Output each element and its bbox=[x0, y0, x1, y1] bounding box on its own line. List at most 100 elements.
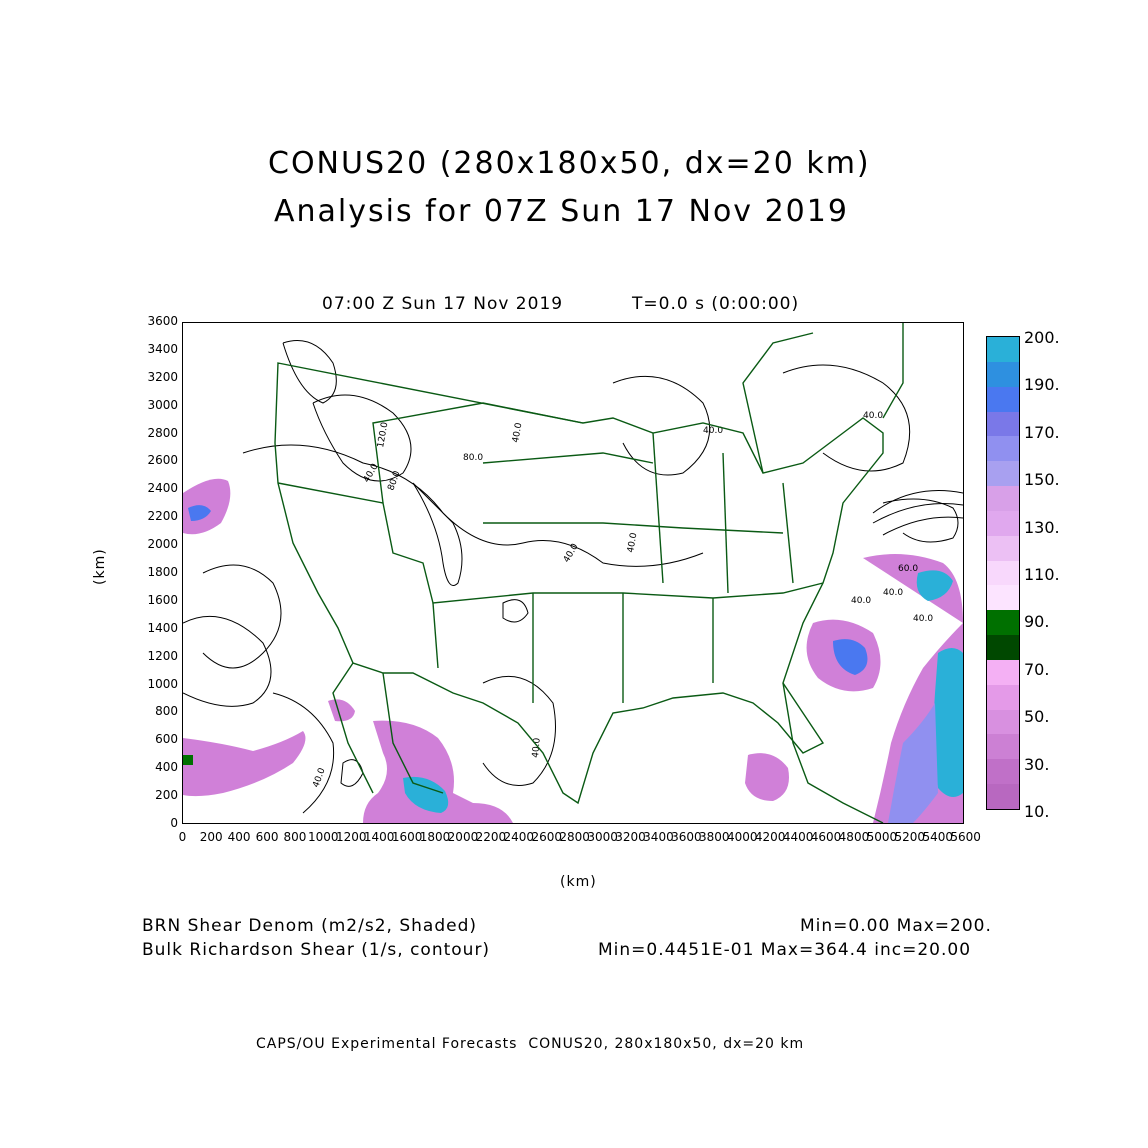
main-title-line1: CONUS20 (280x180x50, dx=20 km) bbox=[268, 146, 871, 181]
colorbar-swatch bbox=[987, 535, 1019, 562]
colorbar-swatch bbox=[987, 361, 1019, 388]
y-tick-label: 2200 bbox=[147, 509, 178, 524]
shaded-atlantic-core-1 bbox=[916, 570, 953, 601]
x-tick-label: 400 bbox=[227, 830, 251, 844]
colorbar-label: 70. bbox=[1024, 659, 1050, 679]
shaded-atlantic-core-2 bbox=[833, 639, 868, 675]
shaded-blob-pacific-north bbox=[183, 478, 231, 535]
y-tick-label: 1400 bbox=[147, 620, 178, 635]
shaded-green-spot bbox=[183, 755, 193, 765]
shaded-gulf bbox=[745, 753, 789, 801]
colorbar-swatch bbox=[987, 560, 1019, 586]
y-tick-label: 1000 bbox=[147, 676, 178, 691]
colorbar-swatch bbox=[987, 386, 1019, 412]
y-tick-label: 200 bbox=[155, 788, 178, 803]
y-tick-label: 2400 bbox=[147, 481, 178, 496]
x-tick-label: 1200 bbox=[335, 830, 367, 844]
shaded-mexico-1 bbox=[328, 699, 355, 722]
colorbar-swatch bbox=[987, 734, 1019, 760]
x-tick-label: 0 bbox=[178, 830, 187, 844]
contour-label: 40.0 bbox=[863, 411, 883, 421]
y-tick-label: 1600 bbox=[147, 592, 178, 607]
x-tick-label: 2800 bbox=[559, 830, 590, 844]
x-tick-label: 4600 bbox=[810, 830, 842, 844]
x-tick-label: 2000 bbox=[447, 830, 479, 844]
x-tick-label: 5000 bbox=[866, 830, 898, 844]
colorbar-label: 170. bbox=[1024, 422, 1060, 442]
y-axis-unit: (km) bbox=[92, 548, 108, 585]
colorbar-swatch bbox=[987, 411, 1019, 437]
legend-shaded-range: Min=0.00 Max=200. bbox=[800, 916, 992, 936]
contour-label: 40.0 bbox=[851, 596, 871, 606]
contour-label: 40.0 bbox=[703, 426, 723, 436]
legend-contour-name: Bulk Richardson Shear (1/s, contour) bbox=[142, 940, 491, 960]
x-tick-label: 5600 bbox=[950, 830, 981, 844]
colorbar-swatch bbox=[987, 461, 1019, 487]
contour-label: 120.0 bbox=[376, 421, 390, 448]
legend-contour-range: Min=0.4451E-01 Max=364.4 inc=20.00 bbox=[598, 940, 972, 960]
y-tick-label: 3600 bbox=[147, 314, 178, 328]
shaded-atlantic-mid bbox=[888, 703, 938, 823]
x-tick-label: 1400 bbox=[363, 830, 395, 844]
colorbar-swatch bbox=[987, 337, 1019, 363]
x-tick-label: 1800 bbox=[419, 830, 451, 844]
colorbar-swatch bbox=[987, 436, 1019, 462]
x-tick-label: 4800 bbox=[838, 830, 870, 844]
y-tick-label: 400 bbox=[155, 760, 178, 775]
colorbar-label: 110. bbox=[1024, 565, 1060, 584]
x-tick-label: 3400 bbox=[643, 830, 674, 844]
y-tick-label: 600 bbox=[155, 732, 178, 747]
contour-label: 40.0 bbox=[511, 422, 524, 444]
colorbar-swatch bbox=[987, 486, 1019, 512]
x-tick-label: 2200 bbox=[475, 830, 507, 844]
map-drawing: 120.0 80.0 40.0 80.0 40.0 40.0 40.0 40.0… bbox=[183, 323, 963, 823]
colorbar-swatch bbox=[987, 510, 1019, 537]
x-tick-label: 3000 bbox=[587, 830, 618, 844]
shaded-atlantic-core-3 bbox=[933, 648, 963, 797]
x-tick-label: 4400 bbox=[782, 830, 814, 844]
legend-shaded-name: BRN Shear Denom (m2/s2, Shaded) bbox=[142, 916, 477, 936]
footer-credit: CAPS/OU Experimental Forecasts CONUS20, … bbox=[256, 1036, 805, 1052]
contour-label: 80.0 bbox=[386, 470, 402, 493]
x-tick-label: 3800 bbox=[699, 830, 730, 844]
contour-label: 40.0 bbox=[531, 737, 543, 758]
x-tick-label: 2600 bbox=[531, 830, 563, 844]
contour-label: 40.0 bbox=[626, 532, 639, 554]
x-tick-label: 1600 bbox=[391, 830, 423, 844]
shaded-mexico-core bbox=[403, 776, 449, 813]
contour-label: 40.0 bbox=[562, 542, 581, 565]
colorbar-label: 90. bbox=[1024, 612, 1050, 632]
y-tick-label: 1800 bbox=[147, 565, 178, 579]
y-tick-label: 2800 bbox=[147, 425, 178, 440]
colorbar-label: 10. bbox=[1024, 802, 1050, 821]
contour-label: 60.0 bbox=[898, 564, 918, 574]
y-tick-label: 2600 bbox=[147, 453, 178, 468]
colorbar-swatch bbox=[987, 610, 1019, 636]
shaded-band-pacific-south bbox=[183, 731, 306, 797]
colorbar-swatch bbox=[987, 585, 1019, 611]
colorbar-label: 130. bbox=[1024, 517, 1060, 537]
x-tick-label: 4200 bbox=[754, 830, 786, 844]
colorbar-label: 150. bbox=[1024, 470, 1060, 490]
y-tick-label: 3400 bbox=[147, 341, 178, 356]
shaded-core-pacific-north bbox=[188, 505, 211, 521]
y-tick-label: 0 bbox=[170, 816, 178, 830]
x-tick-label: 1000 bbox=[308, 830, 339, 844]
x-axis-unit: (km) bbox=[560, 874, 597, 890]
contour-label: 40.0 bbox=[913, 614, 933, 624]
x-tick-label: 4000 bbox=[726, 830, 758, 844]
y-tick-label: 800 bbox=[155, 704, 178, 719]
y-tick-label: 3200 bbox=[147, 369, 178, 384]
colorbar-label: 50. bbox=[1024, 707, 1050, 727]
x-tick-label: 200 bbox=[199, 830, 223, 844]
map-panel: 120.0 80.0 40.0 80.0 40.0 40.0 40.0 40.0… bbox=[182, 322, 964, 824]
colorbar-swatch bbox=[987, 659, 1019, 686]
x-tick-label: 5400 bbox=[922, 830, 954, 844]
colorbar-label: 200. bbox=[1024, 328, 1060, 347]
plot-elapsed: T=0.0 s (0:00:00) bbox=[632, 294, 800, 314]
x-tick-label: 600 bbox=[255, 830, 279, 844]
shaded-mexico-2 bbox=[363, 720, 513, 823]
x-tick-label: 5200 bbox=[894, 830, 926, 844]
y-tick-label: 2000 bbox=[147, 537, 178, 552]
colorbar-swatch bbox=[987, 684, 1019, 711]
